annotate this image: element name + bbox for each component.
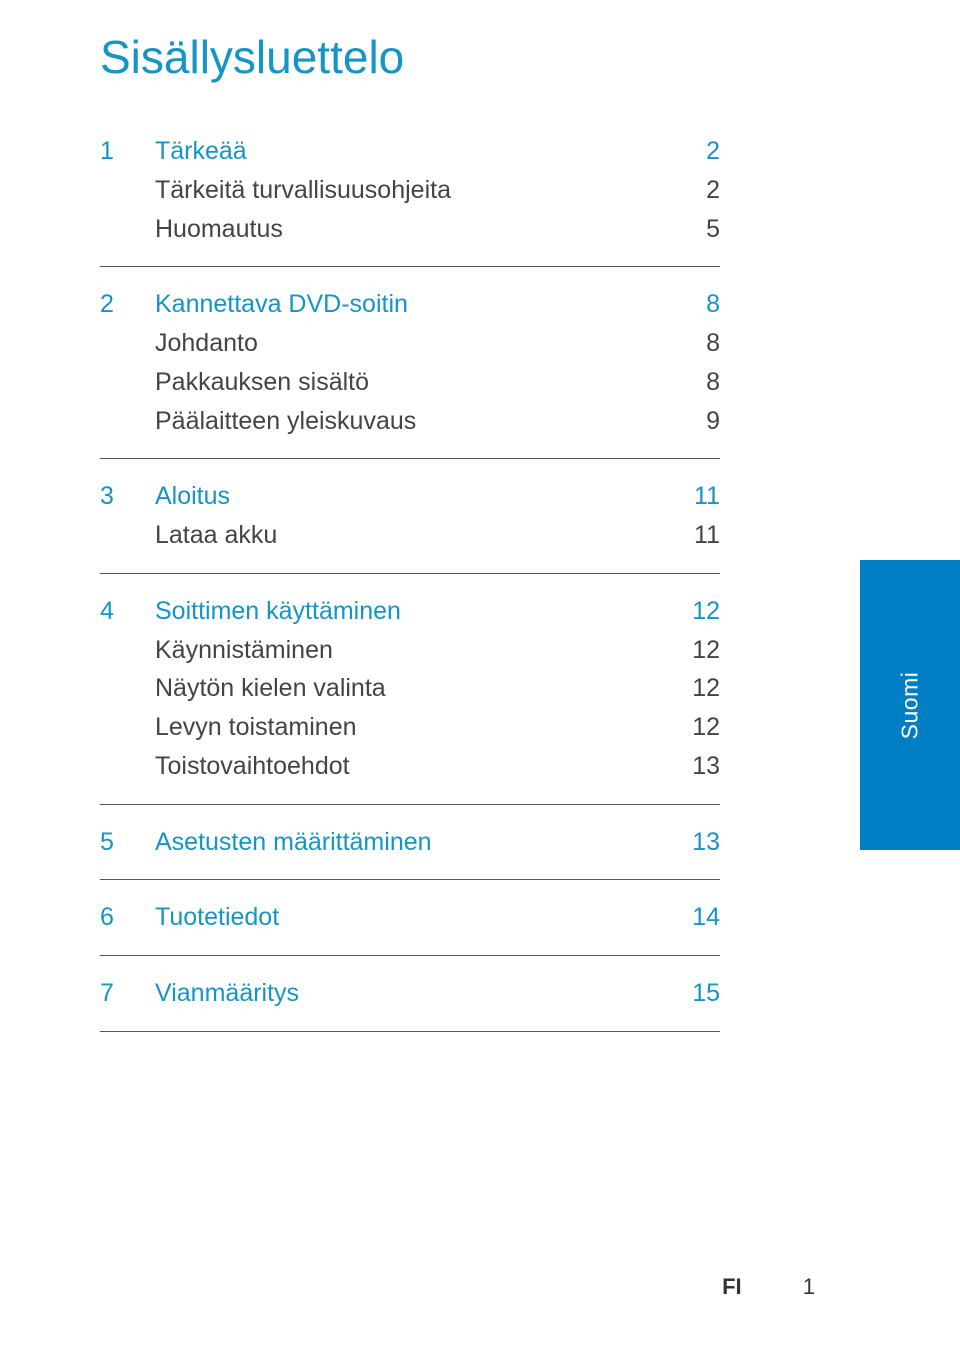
sub-page: 5 — [660, 210, 720, 249]
sub-page: 2 — [660, 171, 720, 210]
side-tab-label: Suomi — [896, 671, 923, 739]
section-heading: Tärkeää — [155, 132, 660, 171]
table-of-contents: 1 Tärkeää 2 Tärkeitä turvallisuusohjeita… — [100, 114, 720, 1032]
sub-page: 8 — [660, 363, 720, 402]
footer-language: FI — [722, 1274, 742, 1299]
section-number: 2 — [100, 285, 155, 324]
toc-sub-row[interactable]: Levyn toistaminen 12 — [100, 708, 720, 747]
toc-sub-row[interactable]: Lataa akku 11 — [100, 516, 720, 555]
toc-sub-row[interactable]: Pakkauksen sisältö 8 — [100, 363, 720, 402]
section-page: 15 — [660, 974, 720, 1013]
section-number: 3 — [100, 477, 155, 516]
section-page: 12 — [660, 592, 720, 631]
section-page: 11 — [660, 477, 720, 516]
document-page: Sisällysluettelo 1 Tärkeää 2 Tärkeitä tu… — [0, 0, 960, 1345]
section-number: 5 — [100, 823, 155, 862]
sub-page: 12 — [660, 631, 720, 670]
toc-section: 6 Tuotetiedot 14 — [100, 879, 720, 955]
section-heading: Tuotetiedot — [155, 898, 660, 937]
toc-sub-row[interactable]: Päälaitteen yleiskuvaus 9 — [100, 402, 720, 441]
section-page: 8 — [660, 285, 720, 324]
toc-heading-row[interactable]: 7 Vianmääritys 15 — [100, 974, 720, 1013]
section-heading: Asetusten määrittäminen — [155, 823, 660, 862]
section-heading: Soittimen käyttäminen — [155, 592, 660, 631]
sub-label: Päälaitteen yleiskuvaus — [155, 402, 660, 441]
footer-page-number: 1 — [803, 1274, 815, 1299]
sub-label: Käynnistäminen — [155, 631, 660, 670]
sub-page: 8 — [660, 324, 720, 363]
toc-section: 5 Asetusten määrittäminen 13 — [100, 804, 720, 880]
section-heading: Vianmääritys — [155, 974, 660, 1013]
sub-label: Lataa akku — [155, 516, 660, 555]
section-number: 6 — [100, 898, 155, 937]
toc-heading-row[interactable]: 4 Soittimen käyttäminen 12 — [100, 592, 720, 631]
sub-label: Tärkeitä turvallisuusohjeita — [155, 171, 660, 210]
section-heading: Aloitus — [155, 477, 660, 516]
sub-label: Pakkauksen sisältö — [155, 363, 660, 402]
page-title: Sisällysluettelo — [100, 30, 860, 84]
section-page: 13 — [660, 823, 720, 862]
sub-label: Huomautus — [155, 210, 660, 249]
sub-page: 9 — [660, 402, 720, 441]
toc-sub-row[interactable]: Huomautus 5 — [100, 210, 720, 249]
language-side-tab: Suomi — [860, 560, 960, 850]
sub-label: Näytön kielen valinta — [155, 669, 660, 708]
section-page: 14 — [660, 898, 720, 937]
toc-sub-row[interactable]: Näytön kielen valinta 12 — [100, 669, 720, 708]
toc-section: 2 Kannettava DVD-soitin 8 Johdanto 8 Pak… — [100, 266, 720, 458]
toc-section: 3 Aloitus 11 Lataa akku 11 — [100, 458, 720, 573]
toc-heading-row[interactable]: 3 Aloitus 11 — [100, 477, 720, 516]
section-page: 2 — [660, 132, 720, 171]
toc-section: 7 Vianmääritys 15 — [100, 955, 720, 1032]
toc-sub-row[interactable]: Käynnistäminen 12 — [100, 631, 720, 670]
toc-heading-row[interactable]: 5 Asetusten määrittäminen 13 — [100, 823, 720, 862]
sub-page: 11 — [660, 516, 720, 555]
toc-heading-row[interactable]: 2 Kannettava DVD-soitin 8 — [100, 285, 720, 324]
toc-section: 4 Soittimen käyttäminen 12 Käynnistämine… — [100, 573, 720, 804]
sub-label: Johdanto — [155, 324, 660, 363]
sub-label: Levyn toistaminen — [155, 708, 660, 747]
sub-page: 12 — [660, 669, 720, 708]
section-number: 7 — [100, 974, 155, 1013]
toc-heading-row[interactable]: 1 Tärkeää 2 — [100, 132, 720, 171]
page-footer: FI 1 — [722, 1274, 815, 1300]
toc-sub-row[interactable]: Toistovaihtoehdot 13 — [100, 747, 720, 786]
toc-sub-row[interactable]: Tärkeitä turvallisuusohjeita 2 — [100, 171, 720, 210]
sub-page: 12 — [660, 708, 720, 747]
section-heading: Kannettava DVD-soitin — [155, 285, 660, 324]
section-number: 4 — [100, 592, 155, 631]
section-number: 1 — [100, 132, 155, 171]
sub-page: 13 — [660, 747, 720, 786]
toc-heading-row[interactable]: 6 Tuotetiedot 14 — [100, 898, 720, 937]
toc-sub-row[interactable]: Johdanto 8 — [100, 324, 720, 363]
sub-label: Toistovaihtoehdot — [155, 747, 660, 786]
toc-section: 1 Tärkeää 2 Tärkeitä turvallisuusohjeita… — [100, 114, 720, 266]
